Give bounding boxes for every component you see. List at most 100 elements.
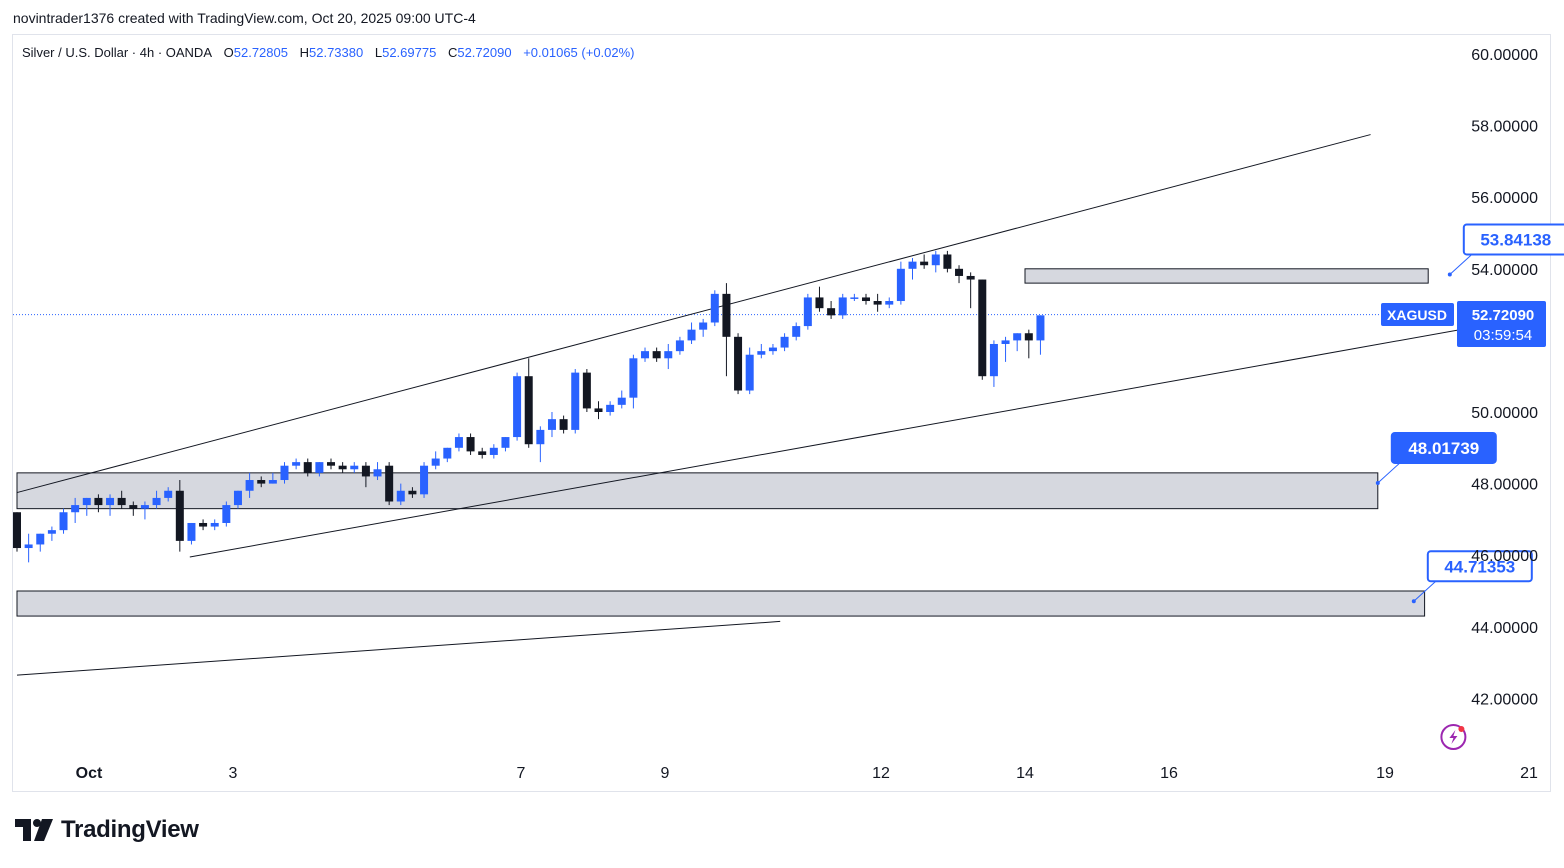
- candle-body: [629, 358, 638, 398]
- candle: [768, 343, 777, 355]
- candle-body: [989, 343, 998, 377]
- brand-name: TradingView: [61, 816, 199, 843]
- chart-frame: [12, 34, 1551, 792]
- candle-body: [396, 490, 405, 502]
- candle: [222, 501, 231, 527]
- candle-body: [222, 505, 231, 523]
- candle: [966, 272, 975, 309]
- candle-body: [268, 480, 277, 484]
- candle: [722, 283, 731, 377]
- candle: [94, 494, 103, 513]
- candle-body: [955, 268, 964, 276]
- candle: [896, 261, 905, 305]
- callout-anchor: [1447, 272, 1452, 277]
- callout-box[interactable]: [1390, 431, 1497, 464]
- low-label: L: [374, 45, 383, 60]
- symbol-legend[interactable]: Silver / U.S. Dollar · 4h · OANDA O52.72…: [22, 45, 635, 60]
- candle-body: [431, 458, 440, 466]
- energy-event-icon[interactable]: [1440, 724, 1467, 750]
- candle-body: [873, 301, 882, 305]
- x-tick-label: 7: [517, 765, 526, 782]
- candle-body: [443, 447, 452, 459]
- candle: [361, 462, 370, 488]
- candle-body: [350, 465, 359, 470]
- candle-body: [513, 376, 522, 438]
- candle: [187, 522, 196, 545]
- close-label: C: [447, 45, 458, 60]
- candle-body: [327, 462, 336, 466]
- candle: [117, 490, 126, 509]
- candle-body: [582, 372, 591, 409]
- candle: [36, 533, 45, 552]
- long-term-support[interactable]: [16, 620, 781, 676]
- candle-body: [547, 419, 556, 430]
- y-tick-label: 58.00000: [1471, 119, 1538, 136]
- candle: [792, 322, 801, 341]
- candle: [734, 333, 743, 395]
- candle: [408, 487, 417, 498]
- callout-anchor: [1411, 599, 1416, 604]
- candle-body: [257, 480, 266, 484]
- y-tick-label: 44.00000: [1471, 620, 1538, 637]
- callout-box[interactable]: [1462, 223, 1564, 256]
- candle: [338, 462, 347, 473]
- y-tick-label: 54.00000: [1471, 262, 1538, 279]
- candle: [687, 322, 696, 344]
- candle-body: [175, 490, 184, 541]
- candle-body: [47, 530, 56, 534]
- x-tick-label: 14: [1016, 765, 1034, 782]
- channel-lower[interactable]: [189, 322, 1501, 558]
- candle-body: [408, 490, 417, 495]
- support-zone-44[interactable]: [16, 590, 1426, 617]
- candle-body: [920, 261, 929, 266]
- candle-body: [24, 544, 33, 549]
- candle-body: [780, 336, 789, 348]
- price-tag-value: 52.72090: [1472, 307, 1535, 324]
- candle: [664, 343, 673, 370]
- candle: [454, 433, 463, 452]
- candle: [513, 372, 522, 441]
- x-tick-label: 9: [661, 765, 670, 782]
- candle-body: [559, 419, 568, 430]
- candle: [710, 290, 719, 327]
- candle-body: [838, 297, 847, 316]
- candle-body: [861, 297, 870, 302]
- candle: [315, 462, 324, 477]
- candle-body: [385, 465, 394, 502]
- candle: [1024, 329, 1033, 359]
- candle: [443, 447, 452, 463]
- callout-box[interactable]: [1426, 550, 1533, 583]
- candle-body: [140, 505, 149, 509]
- candle-body: [896, 268, 905, 302]
- candle: [838, 293, 847, 319]
- candle-body: [722, 293, 731, 337]
- candle-body: [1036, 315, 1045, 341]
- resistance-zone[interactable]: [1024, 268, 1429, 284]
- y-tick-label: 42.00000: [1471, 691, 1538, 708]
- candle: [675, 336, 684, 355]
- candle: [152, 490, 161, 509]
- support-zone-48[interactable]: [16, 472, 1379, 510]
- callout-anchor: [1375, 480, 1380, 485]
- low-value: 52.69775: [382, 45, 437, 60]
- tradingview-logo[interactable]: TradingView: [15, 816, 199, 844]
- candle: [501, 437, 510, 452]
- candle: [1013, 333, 1022, 352]
- candle: [245, 472, 254, 498]
- change-value: +0.01065 (+0.02%): [523, 45, 635, 60]
- channel-upper[interactable]: [16, 134, 1371, 494]
- candle: [466, 433, 475, 455]
- candle-body: [94, 497, 103, 506]
- candle-body: [315, 462, 324, 473]
- candle-body: [1001, 340, 1010, 344]
- candle-body: [617, 397, 626, 405]
- candle: [780, 333, 789, 352]
- symbol-name[interactable]: Silver / U.S. Dollar · 4h · OANDA: [22, 45, 212, 60]
- candle-body: [571, 372, 580, 430]
- candle-body: [699, 322, 708, 330]
- candle-body: [710, 293, 719, 323]
- notification-dot: [1458, 726, 1465, 732]
- candle: [59, 508, 68, 534]
- candle-body: [768, 347, 777, 352]
